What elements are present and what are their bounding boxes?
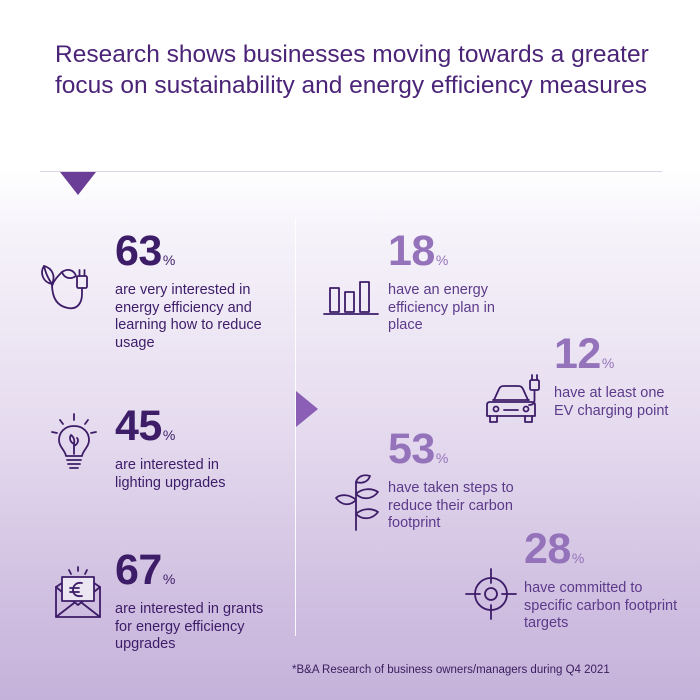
stat-energy-plan: 18% have an energy efficiency plan in pl… <box>388 229 518 335</box>
stat-unit: % <box>435 252 448 268</box>
stat-ev-charging: 12% have at least one EV charging point <box>554 332 674 420</box>
stat-description: are very interested in energy efficiency… <box>115 282 262 351</box>
stat-lighting: 45% are interested in lighting upgrades <box>115 404 265 492</box>
stat-unit: % <box>435 450 448 466</box>
lightbulb-icon <box>48 412 100 474</box>
stat-value: 45 <box>115 402 162 450</box>
down-arrow-icon <box>60 172 96 195</box>
stat-value: 63 <box>115 227 162 275</box>
stat-description: are interested in lighting upgrades <box>115 457 226 491</box>
stat-description: have committed to specific carbon footpr… <box>524 580 678 631</box>
sprout-icon <box>334 472 382 532</box>
target-icon <box>464 567 518 621</box>
stat-unit: % <box>162 571 175 587</box>
euro-envelope-icon <box>52 565 104 621</box>
stat-value: 67 <box>115 546 162 594</box>
bar-chart-icon <box>322 278 380 318</box>
stat-carbon-steps: 53% have taken steps to reduce their car… <box>388 427 518 533</box>
stat-unit: % <box>601 355 614 371</box>
plant-plug-icon <box>38 262 96 324</box>
stat-description: have an energy efficiency plan in place <box>388 282 495 333</box>
stat-energy-interest: 63% are very interested in energy effici… <box>115 229 275 352</box>
stat-carbon-targets: 28% have committed to specific carbon fo… <box>524 527 694 633</box>
stat-unit: % <box>162 252 175 268</box>
stat-unit: % <box>571 550 584 566</box>
stat-description: have taken steps to reduce their carbon … <box>388 480 514 531</box>
stat-grants: 67% are interested in grants for energy … <box>115 548 280 654</box>
title-divider <box>40 171 662 172</box>
column-divider <box>295 218 296 636</box>
stat-unit: % <box>162 427 175 443</box>
stat-value: 18 <box>388 227 435 275</box>
right-arrow-icon <box>296 391 318 427</box>
stat-value: 28 <box>524 525 571 573</box>
stat-description: have at least one EV charging point <box>554 385 669 419</box>
stat-value: 53 <box>388 425 435 473</box>
stat-description: are interested in grants for energy effi… <box>115 601 264 652</box>
stat-value: 12 <box>554 330 601 378</box>
ev-car-icon <box>484 372 546 426</box>
page-title: Research shows businesses moving towards… <box>55 41 649 99</box>
footnote: *B&A Research of business owners/manager… <box>292 664 610 676</box>
